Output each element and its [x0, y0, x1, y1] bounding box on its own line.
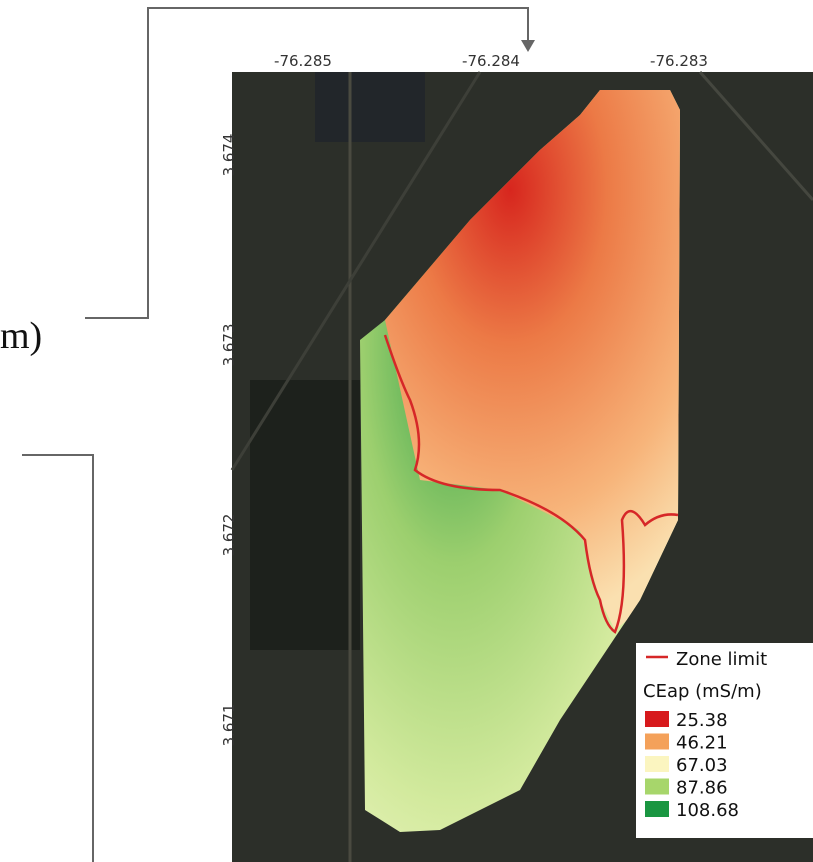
arrow — [521, 40, 535, 52]
y-tick-label: 3.673 — [220, 324, 238, 367]
legend-item-label: 25.38 — [676, 710, 728, 731]
connector — [22, 455, 93, 862]
legend-swatch — [645, 801, 669, 817]
legend-swatch — [645, 756, 669, 772]
dark-parcel — [250, 380, 360, 650]
x-tick-label: -76.284 — [462, 52, 520, 70]
legend-title: CEap (mS/m) — [643, 681, 762, 702]
figure: m) Zone limit CEap (mS/m) -76.285 -76.284… — [0, 0, 813, 862]
legend-item-label: 108.68 — [676, 800, 739, 821]
page: {"left_text": "m)", "map": { "x_ticks": … — [0, 0, 813, 862]
legend-item-label: 46.21 — [676, 733, 728, 754]
y-tick-label: 3.671 — [220, 704, 238, 747]
y-tick-label: 3.672 — [220, 514, 238, 557]
dark-parcel — [315, 72, 425, 142]
legend-item-label: 67.03 — [676, 755, 728, 776]
x-tick-label: -76.283 — [650, 52, 708, 70]
legend-swatch — [645, 779, 669, 795]
side-text: m) — [0, 315, 42, 357]
legend-swatch — [645, 734, 669, 750]
legend-label: Zone limit — [676, 649, 767, 670]
legend-item-label: 87.86 — [676, 778, 728, 799]
y-tick-label: 3.674 — [220, 134, 238, 177]
x-tick-label: -76.285 — [274, 52, 332, 70]
legend-swatch — [645, 711, 669, 727]
